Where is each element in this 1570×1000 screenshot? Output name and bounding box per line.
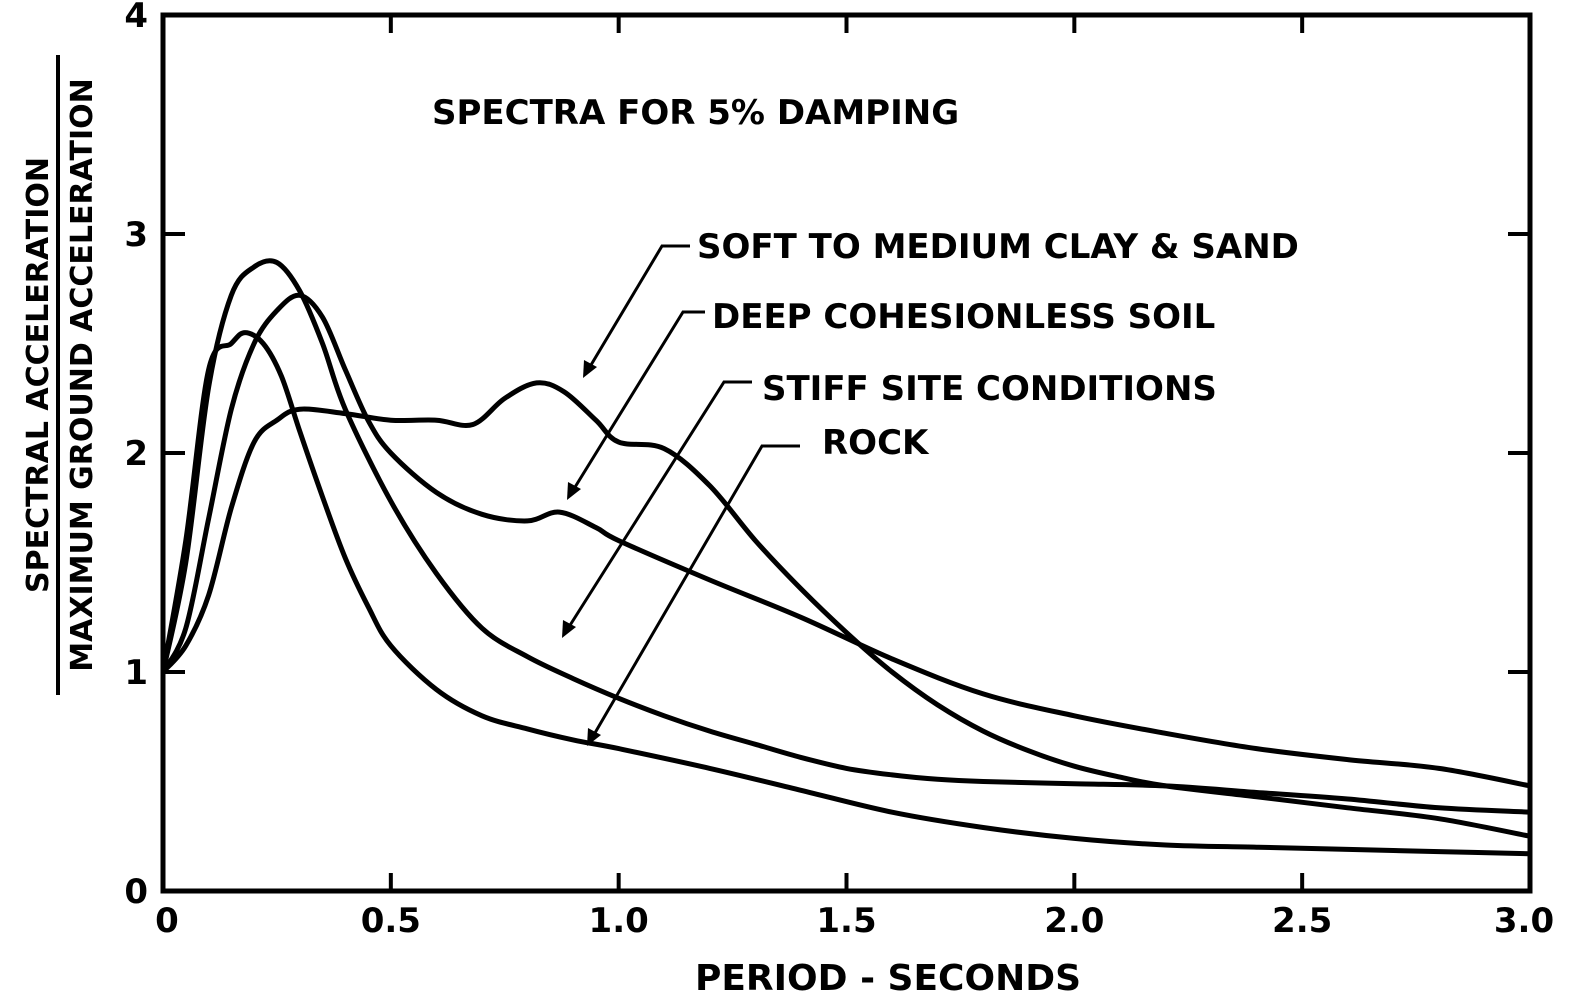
x-tick-label: 0.5: [361, 901, 421, 941]
y-axis-label-numerator: SPECTRAL ACCELERATION: [21, 157, 56, 593]
x-tick-label: 1.0: [589, 901, 649, 941]
leader-arrow-deep-cohesionless: [567, 310, 705, 500]
y-tick-label: 4: [124, 0, 148, 36]
x-tick-label: 1.5: [816, 901, 876, 941]
x-axis-ticks: 0 0.5 1.0 1.5 2.0 2.5 3.0: [155, 15, 1554, 941]
x-axis-label: PERIOD - SECONDS: [695, 958, 1081, 999]
x-tick-label: 2.0: [1044, 901, 1104, 941]
y-tick-label: 1: [124, 653, 148, 693]
curve-soft-clay-sand: [160, 380, 1533, 839]
x-tick-label: 2.5: [1272, 901, 1332, 941]
y-axis-label: SPECTRAL ACCELERATION MAXIMUM GROUND ACC…: [21, 55, 100, 695]
series-label-deep-cohesionless: DEEP COHESIONLESS SOIL: [712, 297, 1215, 337]
y-axis-ticks: 0 1 2 3 4: [124, 0, 1530, 912]
y-axis-label-denominator: MAXIMUM GROUND ACCELERATION: [65, 78, 100, 672]
x-tick-label: 0: [155, 901, 179, 941]
series-label-soft-clay-sand: SOFT TO MEDIUM CLAY & SAND: [697, 227, 1299, 267]
leader-arrow-rock: [587, 444, 800, 746]
y-tick-label: 0: [124, 872, 148, 912]
y-tick-label: 2: [124, 434, 148, 474]
series-label-stiff-site: STIFF SITE CONDITIONS: [762, 369, 1217, 409]
leader-arrow-stiff-site: [562, 380, 752, 638]
series-label-rock: ROCK: [822, 423, 930, 463]
y-tick-label: 3: [124, 215, 148, 255]
chart-title: SPECTRA FOR 5% DAMPING: [432, 93, 959, 133]
x-tick-label: 3.0: [1494, 901, 1554, 941]
curve-deep-cohesionless-soil: [160, 292, 1533, 789]
series-curves: [160, 258, 1533, 857]
curve-rock: [160, 330, 1533, 857]
leader-arrow-soft-clay-sand: [583, 244, 690, 378]
curve-stiff-site-conditions: [160, 258, 1533, 815]
